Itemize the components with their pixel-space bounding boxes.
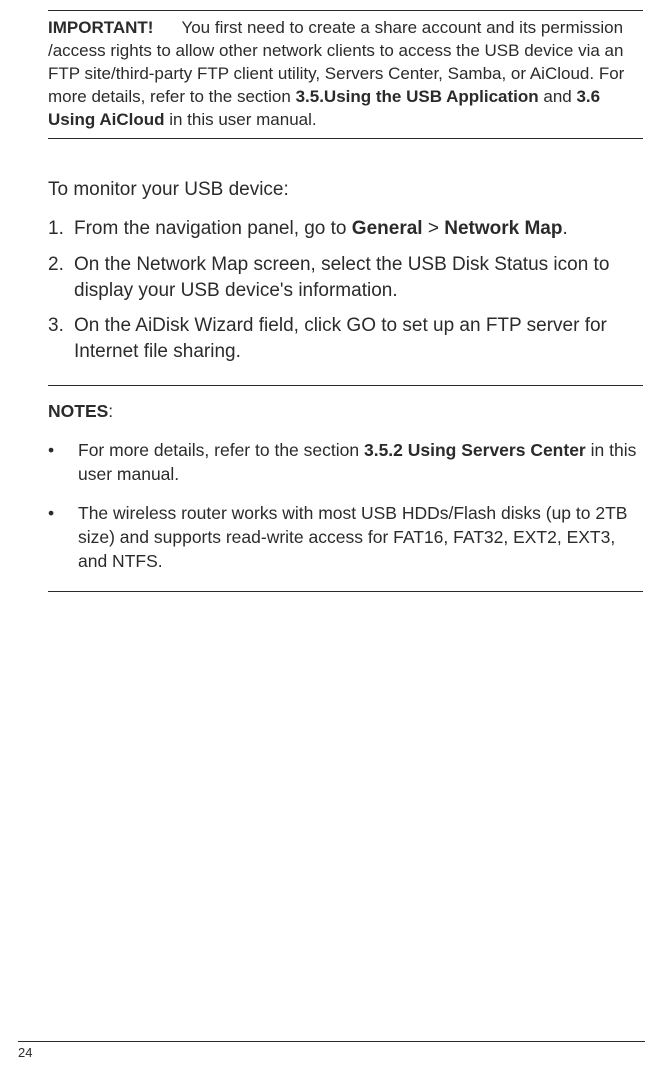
important-text-after: in this user manual. xyxy=(164,110,316,129)
bullet-icon: • xyxy=(48,439,78,486)
page-footer: 24 xyxy=(18,1041,645,1062)
notes-colon: : xyxy=(108,401,113,421)
step-body: On the Network Map screen, select the US… xyxy=(74,252,643,303)
notes-item: • The wireless router works with most US… xyxy=(48,502,643,573)
notes-bold: 3.5.2 Using Servers Center xyxy=(364,440,586,460)
step-number: 1. xyxy=(48,216,74,242)
step-body: From the navigation panel, go to General… xyxy=(74,216,643,242)
page-number: 24 xyxy=(18,1044,645,1062)
step-item: 2. On the Network Map screen, select the… xyxy=(48,252,643,303)
bullet-icon: • xyxy=(48,502,78,573)
notes-list: • For more details, refer to the section… xyxy=(48,439,643,573)
notes-text: The wireless router works with most USB … xyxy=(78,503,627,570)
step-item: 3. On the AiDisk Wizard field, click GO … xyxy=(48,313,643,364)
notes-text: For more details, refer to the section xyxy=(78,440,364,460)
footer-rule xyxy=(18,1041,645,1042)
important-text-mid: and xyxy=(539,87,577,106)
step-body: On the AiDisk Wizard field, click GO to … xyxy=(74,313,643,364)
step-text: From the navigation panel, go to xyxy=(74,218,352,239)
notes-body: The wireless router works with most USB … xyxy=(78,502,643,573)
step-number: 2. xyxy=(48,252,74,303)
step-bold: Network Map xyxy=(444,218,562,239)
step-number: 3. xyxy=(48,313,74,364)
intro-text: To monitor your USB device: xyxy=(48,177,643,203)
step-text: On the Network Map screen, select the US… xyxy=(74,254,609,301)
step-text: > xyxy=(423,218,445,239)
important-bold-1: 3.5.Using the USB Application xyxy=(296,87,539,106)
notes-title: NOTES xyxy=(48,401,108,421)
step-text: . xyxy=(562,218,567,239)
notes-title-line: NOTES: xyxy=(48,400,643,424)
steps-list: 1. From the navigation panel, go to Gene… xyxy=(48,216,643,364)
important-callout: IMPORTANT!You first need to create a sha… xyxy=(48,10,643,139)
step-item: 1. From the navigation panel, go to Gene… xyxy=(48,216,643,242)
notes-callout: NOTES: • For more details, refer to the … xyxy=(48,385,643,593)
step-bold: General xyxy=(352,218,423,239)
step-text: On the AiDisk Wizard field, click GO to … xyxy=(74,315,607,362)
notes-item: • For more details, refer to the section… xyxy=(48,439,643,486)
notes-body: For more details, refer to the section 3… xyxy=(78,439,643,486)
important-label: IMPORTANT! xyxy=(48,18,153,37)
